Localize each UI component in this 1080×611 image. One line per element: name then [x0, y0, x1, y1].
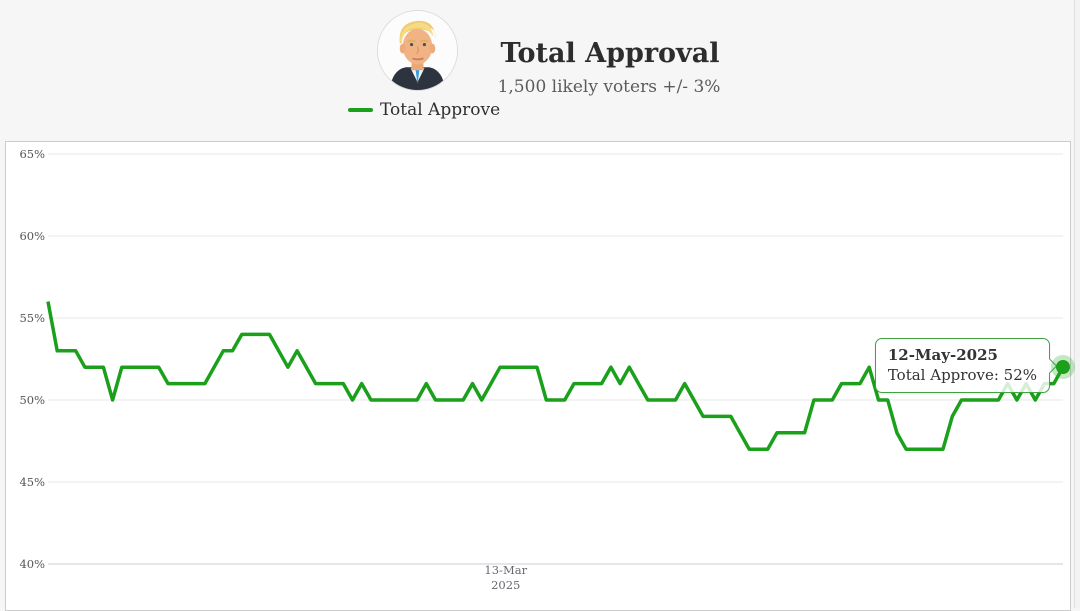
legend-item-total-approve[interactable]: Total Approve — [348, 100, 500, 120]
legend-label: Total Approve — [380, 100, 501, 120]
chart-panel: 65% 60% 55% 50% 45% 40% 13-Mar 2025 12-May-2025… — [5, 141, 1071, 611]
scrollbar-gutter[interactable] — [1074, 0, 1080, 608]
chart-header: Total Approval 1,500 likely voters +/- 3… — [0, 0, 1080, 141]
tooltip-date: 12-May-2025 — [887, 346, 998, 364]
x-axis-label: 13-Mar — [484, 563, 527, 577]
y-axis-label: 45% — [19, 475, 45, 489]
legend-line-swatch — [348, 108, 373, 112]
y-axis-label: 55% — [19, 311, 45, 325]
tooltip-value: Total Approve: 52% — [887, 366, 1037, 384]
y-axis-label: 40% — [19, 557, 45, 571]
trump-avatar — [377, 10, 458, 91]
chart-tooltip: 12-May-2025 Total Approve: 52% — [874, 338, 1050, 393]
chart-title: Total Approval — [500, 38, 720, 69]
y-axis-label: 65% — [19, 147, 45, 161]
chart-subtitle: 1,500 likely voters +/- 3% — [497, 77, 721, 97]
y-axis-label: 50% — [19, 393, 45, 407]
y-axis-label: 60% — [19, 229, 45, 243]
trump-avatar-image — [378, 11, 457, 90]
last-point-marker[interactable] — [1056, 360, 1070, 375]
total-approve-line[interactable] — [46, 301, 1065, 451]
x-axis-year-label: 2025 — [491, 578, 520, 592]
